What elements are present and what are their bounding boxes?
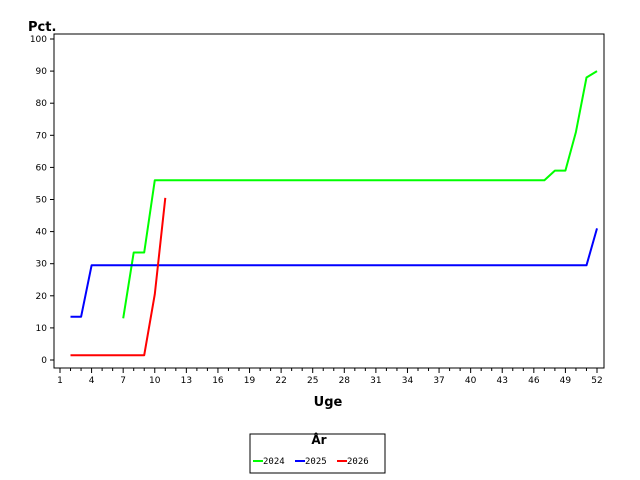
- x-tick-label: 31: [370, 376, 381, 386]
- y-tick-label: 70: [36, 131, 48, 141]
- x-tick-label: 16: [212, 376, 224, 386]
- x-axis-title: Uge: [314, 395, 343, 410]
- series-layer: [70, 70, 598, 357]
- x-tick-label: 49: [560, 376, 572, 386]
- plot-area: [53, 33, 605, 369]
- x-tick-label: 22: [275, 376, 286, 386]
- x-tick-label: 13: [181, 376, 192, 386]
- y-axis-title: Pct.: [28, 20, 56, 35]
- y-tick-label: 20: [36, 292, 48, 302]
- legend-label: 2026: [347, 457, 369, 467]
- legend-title: År: [311, 432, 326, 447]
- x-tick-label: 43: [497, 376, 508, 386]
- y-tick-label: 10: [36, 324, 48, 334]
- x-tick-label: 46: [528, 376, 540, 386]
- legend-item-2026: 2026: [337, 457, 369, 467]
- x-tick-label: 28: [339, 376, 351, 386]
- series-line-2024: [122, 70, 598, 319]
- y-tick-label: 100: [30, 35, 47, 45]
- y-tick-label: 0: [41, 356, 47, 366]
- y-tick-label: 90: [36, 67, 48, 77]
- legend-box: [249, 433, 386, 474]
- legend: År 2024 2025 2026: [249, 432, 386, 474]
- series-line-2026: [70, 197, 167, 357]
- legend-label: 2025: [305, 457, 327, 467]
- x-tick-label: 1: [57, 376, 63, 386]
- x-tick-label: 40: [465, 376, 477, 386]
- legend-label: 2024: [263, 457, 285, 467]
- x-tick-label: 10: [149, 376, 161, 386]
- x-tick-label: 34: [402, 376, 414, 386]
- series-line-2025: [70, 228, 598, 318]
- y-tick-label: 30: [36, 260, 48, 270]
- y-axis: 0 10 20 30 40 50 60 70 80 90 100: [30, 35, 54, 366]
- x-tick-label: 52: [591, 376, 602, 386]
- x-tick-label: 7: [120, 376, 126, 386]
- legend-item-2024: 2024: [253, 457, 285, 467]
- x-tick-label: 4: [89, 376, 95, 386]
- y-tick-label: 60: [36, 163, 48, 173]
- x-tick-label: 37: [433, 376, 444, 386]
- legend-item-2025: 2025: [295, 457, 327, 467]
- x-tick-label: 19: [244, 376, 256, 386]
- y-tick-label: 80: [36, 99, 48, 109]
- x-tick-label: 25: [307, 376, 318, 386]
- y-tick-label: 50: [36, 196, 48, 206]
- y-tick-label: 40: [36, 228, 48, 238]
- x-axis: 1 4 7 10 13 16 19 22 25 28 31 34 37 40 43 46 49 52: [57, 368, 603, 386]
